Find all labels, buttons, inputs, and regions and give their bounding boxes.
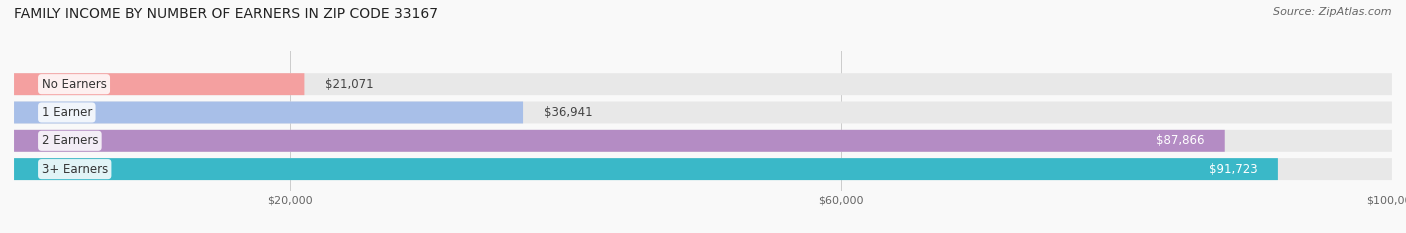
FancyBboxPatch shape <box>14 130 1225 152</box>
FancyBboxPatch shape <box>14 73 304 95</box>
Text: Source: ZipAtlas.com: Source: ZipAtlas.com <box>1274 7 1392 17</box>
Text: No Earners: No Earners <box>42 78 107 91</box>
FancyBboxPatch shape <box>14 130 1392 152</box>
FancyBboxPatch shape <box>14 102 523 123</box>
Text: $36,941: $36,941 <box>544 106 592 119</box>
Text: $87,866: $87,866 <box>1156 134 1204 147</box>
FancyBboxPatch shape <box>14 73 1392 95</box>
Text: FAMILY INCOME BY NUMBER OF EARNERS IN ZIP CODE 33167: FAMILY INCOME BY NUMBER OF EARNERS IN ZI… <box>14 7 439 21</box>
Text: 1 Earner: 1 Earner <box>42 106 91 119</box>
Text: $21,071: $21,071 <box>325 78 374 91</box>
FancyBboxPatch shape <box>14 158 1392 180</box>
Text: 2 Earners: 2 Earners <box>42 134 98 147</box>
Text: $91,723: $91,723 <box>1209 163 1257 176</box>
FancyBboxPatch shape <box>14 102 1392 123</box>
Text: 3+ Earners: 3+ Earners <box>42 163 108 176</box>
FancyBboxPatch shape <box>14 158 1278 180</box>
